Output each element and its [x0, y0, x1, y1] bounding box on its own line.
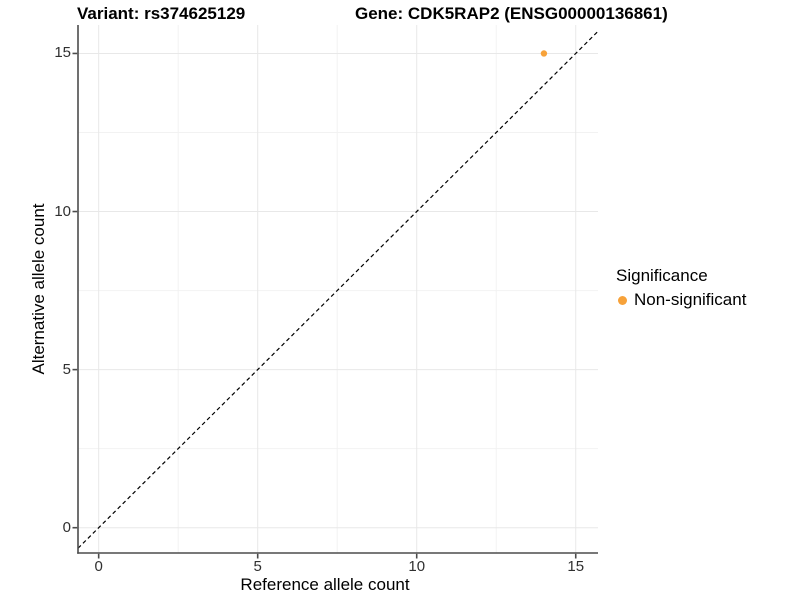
y-tick-label: 5 — [62, 360, 71, 378]
legend: Significance Non-significant — [616, 266, 746, 310]
legend-title: Significance — [616, 266, 708, 285]
y-tick-label: 15 — [54, 44, 71, 62]
legend-entry: Non-significant — [616, 290, 746, 310]
x-tick-label: 10 — [408, 558, 426, 575]
x-tick-label: 5 — [253, 558, 262, 575]
legend-entry-label: Non-significant — [634, 290, 747, 309]
plot-title-variant: Variant: rs374625129 — [77, 4, 246, 23]
x-axis-title: Reference allele count — [240, 575, 410, 594]
legend-point-icon — [618, 295, 627, 305]
y-axis-title: Alternative allele count — [29, 203, 48, 375]
x-tick-label: 0 — [94, 558, 103, 575]
data-point — [540, 50, 548, 57]
y-tick-label: 0 — [62, 518, 71, 536]
identity-dashed-line — [77, 30, 599, 549]
y-tick-label: 10 — [54, 202, 71, 220]
plot-title-gene: Gene: CDK5RAP2 (ENSG00000136861) — [355, 4, 668, 23]
x-tick-label: 15 — [567, 558, 585, 575]
